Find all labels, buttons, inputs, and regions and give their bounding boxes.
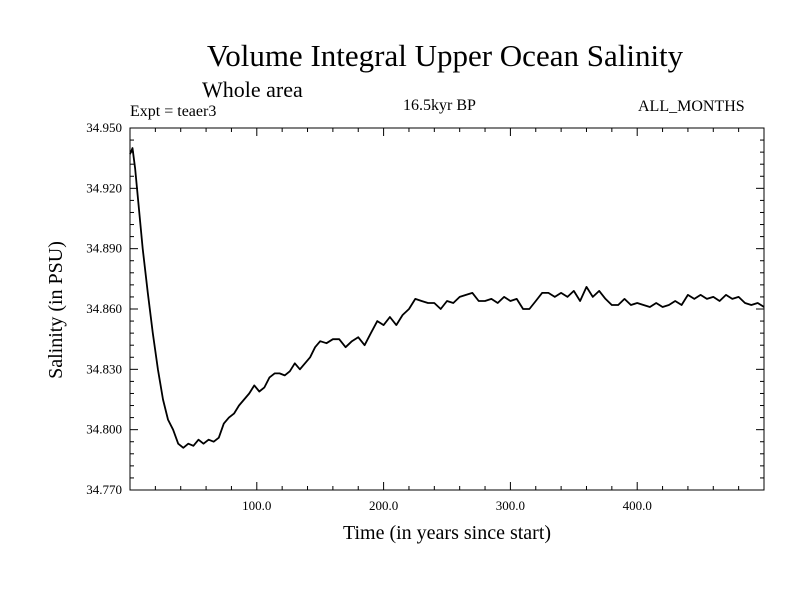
y-tick-label: 34.860 [86,301,122,316]
x-tick-label: 400.0 [623,498,652,513]
x-axis-label: Time (in years since start) [342,522,552,544]
x-tick-label: 100.0 [242,498,271,513]
tick-labels: 100.0 200.0 300.0 400.0 34.770 34.800 34.830 34… [86,120,652,513]
chart-title: Volume Integral Upper Ocean Salinity [206,38,684,73]
period-label: 16.5kyr BP [403,97,476,114]
months-label: ALL_MONTHS [638,98,745,115]
plot-frame [129,127,765,491]
y-tick-label: 34.950 [86,120,122,135]
tick-marks [130,128,764,490]
x-tick-label: 300.0 [496,498,525,513]
y-tick-label: 34.800 [86,422,122,437]
salinity-series-line [129,147,765,449]
y-tick-label: 34.890 [86,241,122,256]
y-tick-label: 34.920 [86,180,122,195]
y-tick-label: 34.770 [86,482,122,497]
experiment-label: Expt = teaer3 [130,103,217,120]
y-tick-label: 34.830 [86,361,122,376]
x-tick-label: 200.0 [369,498,398,513]
chart-subtitle: Whole area [202,77,303,102]
